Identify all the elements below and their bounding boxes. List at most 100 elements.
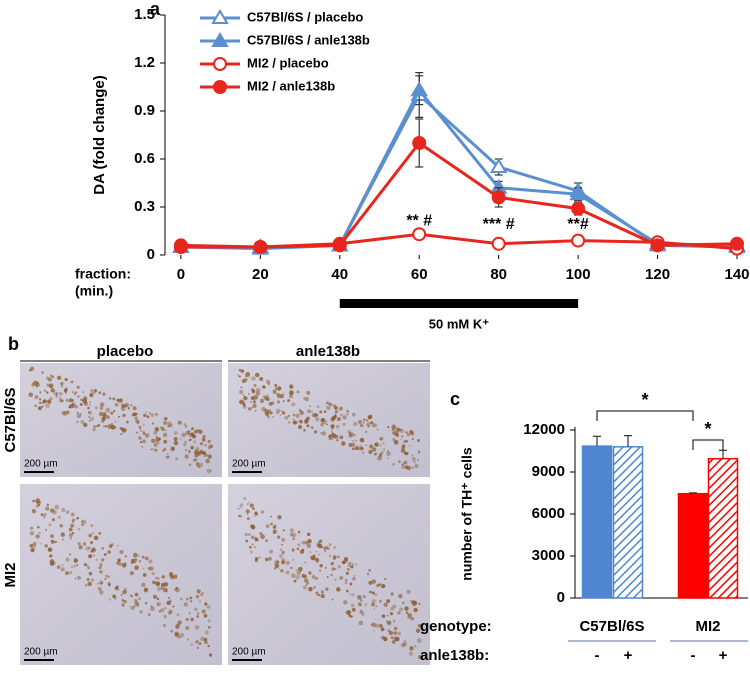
stain bbox=[141, 555, 145, 559]
stain bbox=[179, 632, 185, 638]
stain bbox=[107, 550, 112, 554]
x-tick-label: 100 bbox=[566, 266, 591, 283]
stain bbox=[204, 602, 208, 606]
stain bbox=[390, 592, 394, 596]
stain bbox=[112, 410, 116, 413]
stain bbox=[47, 547, 53, 552]
stain bbox=[334, 410, 338, 414]
stain bbox=[240, 386, 243, 389]
stain bbox=[367, 415, 372, 420]
stain bbox=[99, 406, 104, 410]
stain bbox=[387, 426, 390, 429]
stain bbox=[284, 415, 289, 420]
stain bbox=[293, 420, 298, 425]
stain bbox=[104, 577, 107, 581]
stain bbox=[318, 593, 321, 596]
stain bbox=[134, 416, 138, 420]
stain bbox=[142, 567, 145, 570]
marker bbox=[491, 190, 506, 205]
bar bbox=[707, 457, 739, 599]
stain bbox=[338, 406, 343, 412]
stain bbox=[368, 569, 371, 572]
stain bbox=[129, 570, 135, 576]
stain bbox=[256, 558, 258, 560]
stain bbox=[173, 431, 178, 436]
stain bbox=[112, 397, 116, 401]
stain bbox=[364, 603, 368, 606]
stain bbox=[33, 380, 38, 386]
y-tick-label: 3000 bbox=[532, 547, 565, 564]
stain bbox=[138, 560, 142, 563]
stain bbox=[108, 544, 113, 549]
micrograph bbox=[20, 484, 222, 665]
stain bbox=[92, 427, 96, 432]
stain bbox=[177, 420, 182, 425]
stain bbox=[348, 593, 351, 595]
stain bbox=[110, 411, 114, 415]
stain bbox=[243, 395, 248, 401]
stain bbox=[96, 425, 99, 428]
stain bbox=[73, 564, 76, 568]
x-tick-label: 0 bbox=[177, 266, 185, 283]
stain bbox=[45, 529, 48, 531]
stain bbox=[241, 378, 247, 384]
stain bbox=[78, 545, 83, 550]
stain bbox=[291, 532, 297, 538]
stain bbox=[167, 421, 172, 426]
stain bbox=[86, 578, 90, 581]
stain bbox=[342, 561, 346, 565]
stain bbox=[336, 417, 341, 422]
stain bbox=[198, 600, 202, 603]
stain bbox=[63, 410, 68, 416]
stain bbox=[45, 403, 50, 409]
stain bbox=[373, 630, 376, 632]
stain bbox=[366, 573, 370, 576]
stain bbox=[140, 430, 142, 432]
stimulus-bar bbox=[339, 299, 579, 308]
stain bbox=[121, 599, 125, 602]
stain bbox=[142, 432, 146, 435]
stain bbox=[151, 422, 154, 425]
stain bbox=[141, 445, 144, 448]
stain bbox=[54, 504, 60, 510]
stain bbox=[393, 619, 395, 621]
stimulus-label: 50 mM K⁺ bbox=[429, 316, 489, 331]
stain bbox=[397, 611, 401, 615]
stain bbox=[324, 587, 329, 591]
stain bbox=[319, 564, 323, 568]
stain bbox=[135, 419, 140, 424]
y-tick-label: 0.6 bbox=[134, 150, 155, 167]
stain bbox=[380, 450, 384, 454]
stain bbox=[365, 430, 368, 434]
stain bbox=[348, 614, 351, 618]
stain bbox=[246, 503, 249, 506]
annotation: **# bbox=[567, 216, 588, 233]
stain bbox=[189, 438, 192, 441]
stain bbox=[412, 603, 416, 607]
column-label: placebo bbox=[97, 343, 154, 360]
stain bbox=[251, 507, 255, 511]
stain bbox=[61, 399, 64, 403]
stain bbox=[277, 389, 280, 392]
stain bbox=[363, 418, 366, 422]
stain bbox=[248, 545, 252, 549]
stain bbox=[339, 435, 344, 440]
stain bbox=[86, 564, 89, 567]
stain bbox=[83, 422, 88, 428]
stain bbox=[297, 530, 301, 534]
stain bbox=[201, 437, 206, 442]
stain bbox=[205, 458, 210, 464]
y-tick-label: 0.9 bbox=[134, 102, 155, 119]
stain bbox=[51, 375, 55, 379]
stain bbox=[150, 605, 153, 608]
annotation: *** # bbox=[483, 216, 515, 233]
stain bbox=[371, 598, 376, 604]
stain bbox=[384, 577, 387, 580]
stain bbox=[207, 619, 211, 623]
stain bbox=[120, 406, 126, 412]
stain bbox=[209, 469, 212, 472]
stain bbox=[240, 506, 243, 509]
stain bbox=[249, 376, 252, 379]
stain bbox=[265, 524, 270, 529]
micrograph bbox=[228, 363, 430, 477]
